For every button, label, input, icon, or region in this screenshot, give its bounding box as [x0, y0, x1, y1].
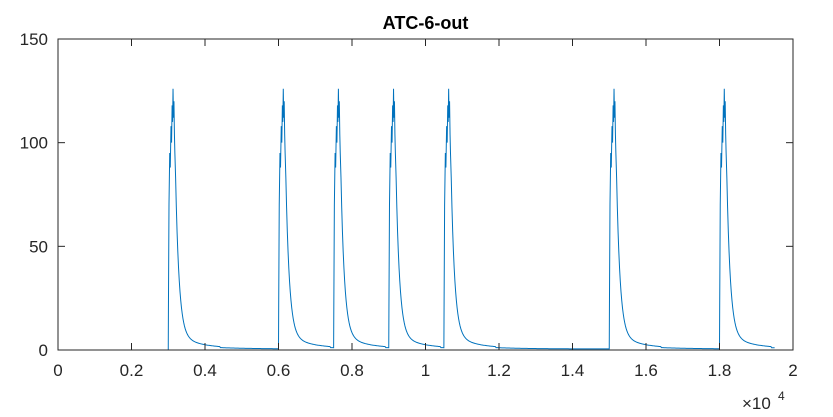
axes-layer: 0 0.2 0.4 0.6 0.8 1 1.2 1.4 1.6 1.8 2 0 50 100 150 — [20, 30, 798, 380]
y-tick-label: 150 — [20, 30, 48, 49]
x-tick-label: 0.2 — [120, 361, 144, 380]
x-tick-label: 1.6 — [634, 361, 658, 380]
y-tick-label: 50 — [29, 237, 48, 256]
x-tick-label: 0.4 — [193, 361, 217, 380]
y-tick-label: 100 — [20, 134, 48, 153]
x-tick-label: 0.8 — [340, 361, 364, 380]
x-exponent-label: ×10 — [742, 394, 771, 413]
series-line — [58, 88, 775, 351]
x-tick-label: 2 — [788, 361, 797, 380]
y-tick-label: 0 — [39, 341, 48, 360]
chart-title: ATC-6-out — [383, 13, 469, 33]
x-tick-label: 1.4 — [561, 361, 585, 380]
series-layer — [58, 88, 775, 351]
x-tick-label: 1 — [421, 361, 430, 380]
x-tick-label: 1.8 — [708, 361, 732, 380]
x-tick-label: 0 — [53, 361, 62, 380]
x-tick-label: 0.6 — [267, 361, 291, 380]
x-exponent-power: 4 — [778, 389, 785, 403]
x-tick-label: 1.2 — [487, 361, 511, 380]
